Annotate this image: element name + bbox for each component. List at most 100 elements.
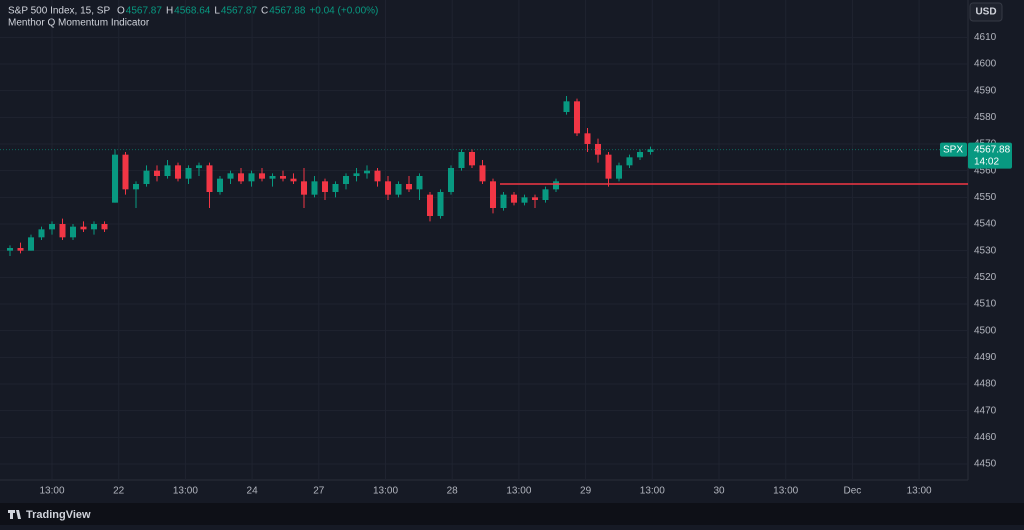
candle-body xyxy=(311,181,318,195)
candle-body xyxy=(122,154,129,190)
candle-body xyxy=(385,181,391,195)
x-tick-label: 13:00 xyxy=(773,486,798,497)
candle-body xyxy=(437,192,444,216)
countdown: 14:02 xyxy=(974,156,999,167)
change: +0.04 (+0.00%) xyxy=(309,6,378,17)
x-tick-label: 13:00 xyxy=(506,486,531,497)
x-tick-label: 13:00 xyxy=(173,486,198,497)
ohlc-value: 4567.87 xyxy=(126,6,163,17)
candle-body xyxy=(353,173,360,176)
candle-body xyxy=(259,173,265,179)
candle-body xyxy=(343,176,349,184)
price-tag-bg xyxy=(968,142,1012,169)
ohlc-label: H xyxy=(166,6,173,17)
x-tick-label: 22 xyxy=(113,486,125,497)
candle-body xyxy=(217,178,223,192)
symbol-tag: SPX xyxy=(943,144,963,155)
candle-body xyxy=(290,178,297,182)
candle-body xyxy=(248,173,255,182)
candle-body xyxy=(269,176,276,179)
candle-body xyxy=(448,168,454,192)
y-tick-label: 4470 xyxy=(974,405,997,416)
candle-body xyxy=(500,194,507,208)
candle-body xyxy=(112,154,118,203)
candle-body xyxy=(637,152,643,158)
candle-body xyxy=(301,181,307,195)
candle-body xyxy=(605,154,612,179)
y-tick-label: 4530 xyxy=(974,245,997,256)
y-tick-label: 4560 xyxy=(974,165,997,176)
brand: TradingView xyxy=(26,509,91,521)
ohlc-label: O xyxy=(117,6,125,17)
candle-body xyxy=(164,165,171,176)
candle-body xyxy=(175,165,181,179)
y-tick-label: 4480 xyxy=(974,379,997,390)
candle-body xyxy=(28,237,34,251)
x-tick-label: 28 xyxy=(447,486,459,497)
candle-body xyxy=(101,224,108,230)
symbol: S&P 500 Index, 15, SP xyxy=(8,6,110,17)
brand-logo xyxy=(8,510,21,519)
footer-bar xyxy=(0,503,1024,525)
candle-body xyxy=(574,101,580,134)
x-tick-label: 29 xyxy=(580,486,592,497)
candle-body xyxy=(647,149,654,152)
candle-body xyxy=(458,152,465,168)
currency-button[interactable] xyxy=(969,2,1003,22)
candle-body xyxy=(38,229,45,238)
candle-body xyxy=(59,224,66,238)
y-tick-label: 4610 xyxy=(974,32,997,43)
candle-body xyxy=(70,226,76,238)
y-tick-label: 4450 xyxy=(974,459,997,470)
candle-body xyxy=(80,226,87,230)
candle-body xyxy=(616,165,622,179)
candle-body xyxy=(133,184,139,190)
currency[interactable]: USD xyxy=(975,7,996,18)
ohlc-value: 4568.64 xyxy=(174,6,211,17)
candle-body xyxy=(332,184,339,192)
candle-body xyxy=(143,170,150,184)
ohlc-label: C xyxy=(261,6,268,17)
price-tag: 4567.88 xyxy=(974,144,1011,155)
y-tick-label: 4520 xyxy=(974,272,997,283)
x-tick-label: 13:00 xyxy=(39,486,64,497)
candle-body xyxy=(238,173,244,182)
candle-body xyxy=(595,144,601,155)
candle-body xyxy=(626,157,633,166)
y-tick-label: 4580 xyxy=(974,112,997,123)
candle-body xyxy=(154,170,160,176)
symbol-tag-bg xyxy=(940,142,967,157)
candle-body xyxy=(280,176,286,179)
ohlc-value: 4567.87 xyxy=(221,6,258,17)
candle-body xyxy=(395,184,402,195)
x-tick-label: 24 xyxy=(247,486,259,497)
candle-body xyxy=(553,181,559,190)
ohlc-label: L xyxy=(214,6,220,17)
candle-body xyxy=(364,170,370,174)
y-tick-label: 4460 xyxy=(974,432,997,443)
candle-body xyxy=(7,248,13,251)
candle-body xyxy=(416,176,423,190)
candle-body xyxy=(427,194,433,216)
candle-body xyxy=(91,224,97,230)
ohlc-value: 4567.88 xyxy=(269,6,306,17)
y-tick-label: 4500 xyxy=(974,325,997,336)
candle-body xyxy=(521,197,528,203)
candle-body xyxy=(374,170,381,182)
candle-body xyxy=(563,101,570,112)
candle-body xyxy=(196,165,202,168)
candle-body xyxy=(17,248,24,251)
candle-body xyxy=(322,181,328,192)
x-tick-label: 13:00 xyxy=(373,486,398,497)
y-tick-label: 4540 xyxy=(974,219,997,230)
candle-body xyxy=(479,165,486,182)
indicator-name: Menthor Q Momentum Indicator xyxy=(8,18,150,29)
x-tick-label: Dec xyxy=(844,486,862,497)
y-tick-label: 4550 xyxy=(974,192,997,203)
candle-body xyxy=(185,168,192,179)
candle-body xyxy=(532,197,538,200)
x-tick-label: 13:00 xyxy=(640,486,665,497)
x-tick-label: 13:00 xyxy=(907,486,932,497)
y-tick-label: 4590 xyxy=(974,85,997,96)
